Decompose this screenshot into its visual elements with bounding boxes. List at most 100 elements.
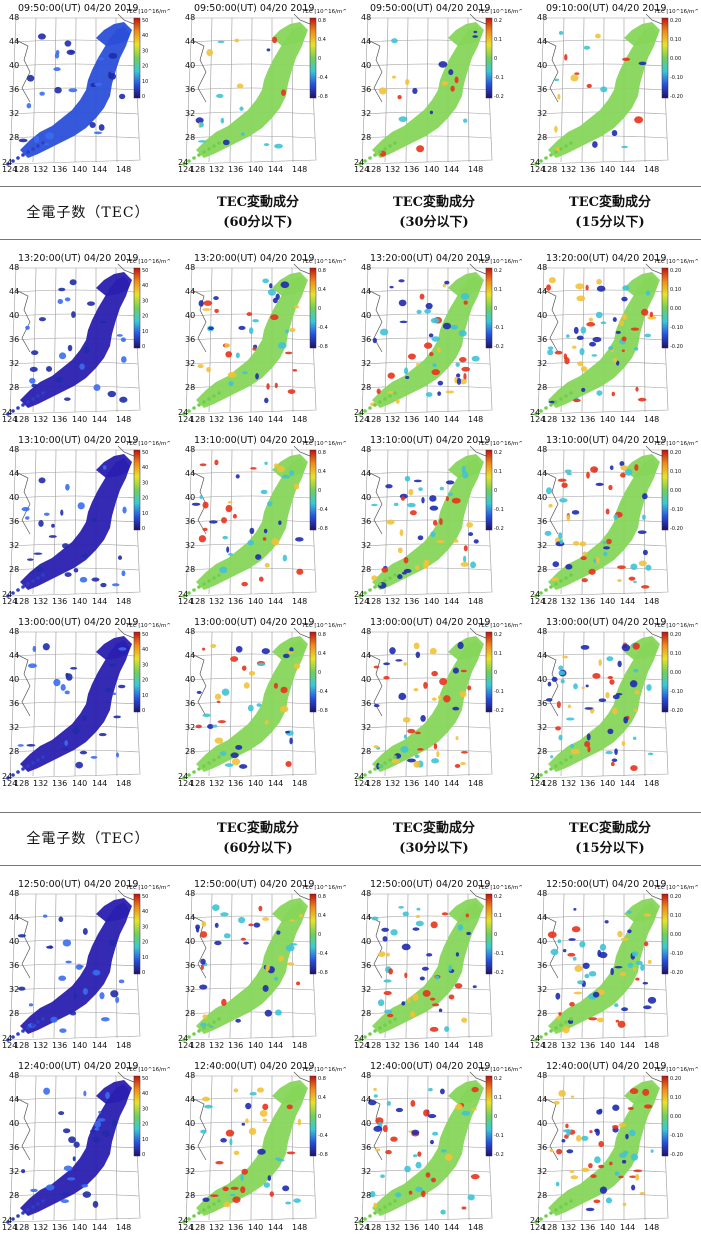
colorbar: TEC [10^16/m^2] 0.2 0.1 0 -0.1 -0.2 (477, 259, 522, 350)
lat-label: 28 (9, 565, 19, 574)
lon-label: 132 (209, 1223, 224, 1232)
lon-label: 140 (600, 1223, 615, 1232)
colorbar-tick: -0.10 (670, 75, 683, 81)
lon-label: 132 (33, 1041, 48, 1050)
lon-label: 132 (33, 165, 48, 174)
lon-label: 136 (580, 597, 595, 606)
tec-map-panel-r1-c3: 13:20:00(UT) 04/20 2019 48 44 40 36 32 28 24 124… (528, 250, 698, 426)
lat-label: 40 (185, 1119, 195, 1128)
lat-label: 36 (537, 335, 547, 344)
lat-label: 32 (537, 723, 547, 732)
colorbar-tick: 0.00 (670, 670, 681, 676)
lon-label: 140 (248, 165, 263, 174)
lon-label: 136 (228, 415, 243, 424)
lat-label: 32 (185, 541, 195, 550)
header-15min-title: TEC変動成分 (569, 195, 651, 210)
colorbar-tick: 0.8 (318, 18, 326, 24)
lat-label: 44 (9, 469, 19, 478)
lon-label: 124 (354, 165, 369, 174)
lon-label: 128 (190, 1041, 205, 1050)
map-time-label: 13:00:00(UT) 04/20 2019 (370, 617, 490, 628)
lat-label: 24 (2, 772, 12, 781)
japan-landmass (372, 22, 484, 158)
lat-label: 48 (537, 13, 547, 22)
row-2: 13:10:00(UT) 04/20 2019 48 44 40 36 32 28 24 124… (0, 432, 701, 608)
column-header-row-2: 全電子数（TEC） TEC変動成分 (60分以下) TEC変動成分 (30分以下… (0, 812, 701, 866)
lat-label: 28 (9, 383, 19, 392)
lat-label: 32 (361, 723, 371, 732)
lon-label: 136 (228, 1041, 243, 1050)
colorbar-label: TEC [10^16/m^2] (301, 623, 346, 629)
lat-label: 28 (361, 383, 371, 392)
lon-label: 140 (72, 165, 87, 174)
tec-map-panel-r4-c3: 12:50:00(UT) 04/20 2019 48 44 40 36 32 28 24 124… (528, 876, 698, 1052)
lon-label: 140 (248, 415, 263, 424)
lat-label: 40 (185, 493, 195, 502)
lon-label: 144 (92, 779, 107, 788)
colorbar-tick: 50 (142, 894, 148, 900)
lon-label: 132 (561, 165, 576, 174)
header-15min-sub-2: (15分以下) (575, 841, 645, 856)
map-time-label: 13:20:00(UT) 04/20 2019 (194, 253, 314, 264)
lon-label: 148 (292, 1223, 307, 1232)
header-60min-2: TEC変動成分 (60分以下) (170, 813, 346, 865)
lon-label: 144 (92, 1041, 107, 1050)
lon-label: 136 (404, 1223, 419, 1232)
colorbar-tick: 0.1 (494, 287, 502, 293)
colorbar-tick: -0.8 (318, 344, 328, 350)
lat-label: 44 (537, 913, 547, 922)
lat-label: 28 (185, 133, 195, 142)
colorbar-tick: 50 (142, 1076, 148, 1082)
lon-label: 128 (14, 779, 29, 788)
lon-label: 144 (268, 1041, 283, 1050)
lon-label: 132 (561, 1223, 576, 1232)
lat-label: 32 (537, 541, 547, 550)
header-30min-title-2: TEC変動成分 (393, 821, 475, 836)
lon-label: 148 (468, 1041, 483, 1050)
lat-label: 44 (185, 469, 195, 478)
lon-label: 128 (14, 1041, 29, 1050)
lon-label: 148 (116, 1041, 131, 1050)
lat-label: 36 (537, 85, 547, 94)
map-row-1: 09:50:00(UT) 04/20 2019 48 44 40 36 32 28 24 124… (0, 0, 701, 176)
lon-label: 144 (92, 597, 107, 606)
lat-label: 24 (178, 158, 188, 167)
colorbar-tick: -0.2 (494, 970, 504, 976)
map-rows-bottom: 12:50:00(UT) 04/20 2019 48 44 40 36 32 28 24 124… (0, 876, 701, 1234)
lat-label: 40 (537, 937, 547, 946)
lat-label: 40 (361, 311, 371, 320)
lat-label: 48 (9, 13, 19, 22)
lon-label: 148 (116, 779, 131, 788)
lon-label: 132 (209, 1041, 224, 1050)
lon-label: 124 (354, 779, 369, 788)
colorbar-tick: -0.10 (670, 689, 683, 695)
colorbar-tick: 10 (142, 511, 148, 517)
lon-label: 128 (542, 1223, 557, 1232)
colorbar-label: TEC [10^16/m^2] (125, 623, 170, 629)
lat-label: 36 (9, 85, 19, 94)
lat-label: 36 (185, 517, 195, 526)
lon-label: 136 (228, 779, 243, 788)
colorbar-tick: -0.8 (318, 1152, 328, 1158)
lon-label: 136 (580, 1223, 595, 1232)
lon-label: 124 (2, 165, 17, 174)
lat-label: 44 (361, 287, 371, 296)
lat-label: 24 (178, 408, 188, 417)
lat-label: 40 (9, 1119, 19, 1128)
lat-label: 28 (9, 1191, 19, 1200)
lon-label: 144 (620, 165, 635, 174)
colorbar-tick: 30 (142, 48, 148, 54)
lat-label: 32 (185, 985, 195, 994)
map-time-label: 13:10:00(UT) 04/20 2019 (546, 435, 666, 446)
colorbar-tick: -0.20 (670, 94, 683, 100)
lat-label: 36 (185, 85, 195, 94)
lon-label: 144 (268, 1223, 283, 1232)
header-15min-sub: (15分以下) (575, 215, 645, 230)
lat-label: 28 (537, 133, 547, 142)
lon-label: 132 (385, 415, 400, 424)
lat-label: 48 (9, 263, 19, 272)
